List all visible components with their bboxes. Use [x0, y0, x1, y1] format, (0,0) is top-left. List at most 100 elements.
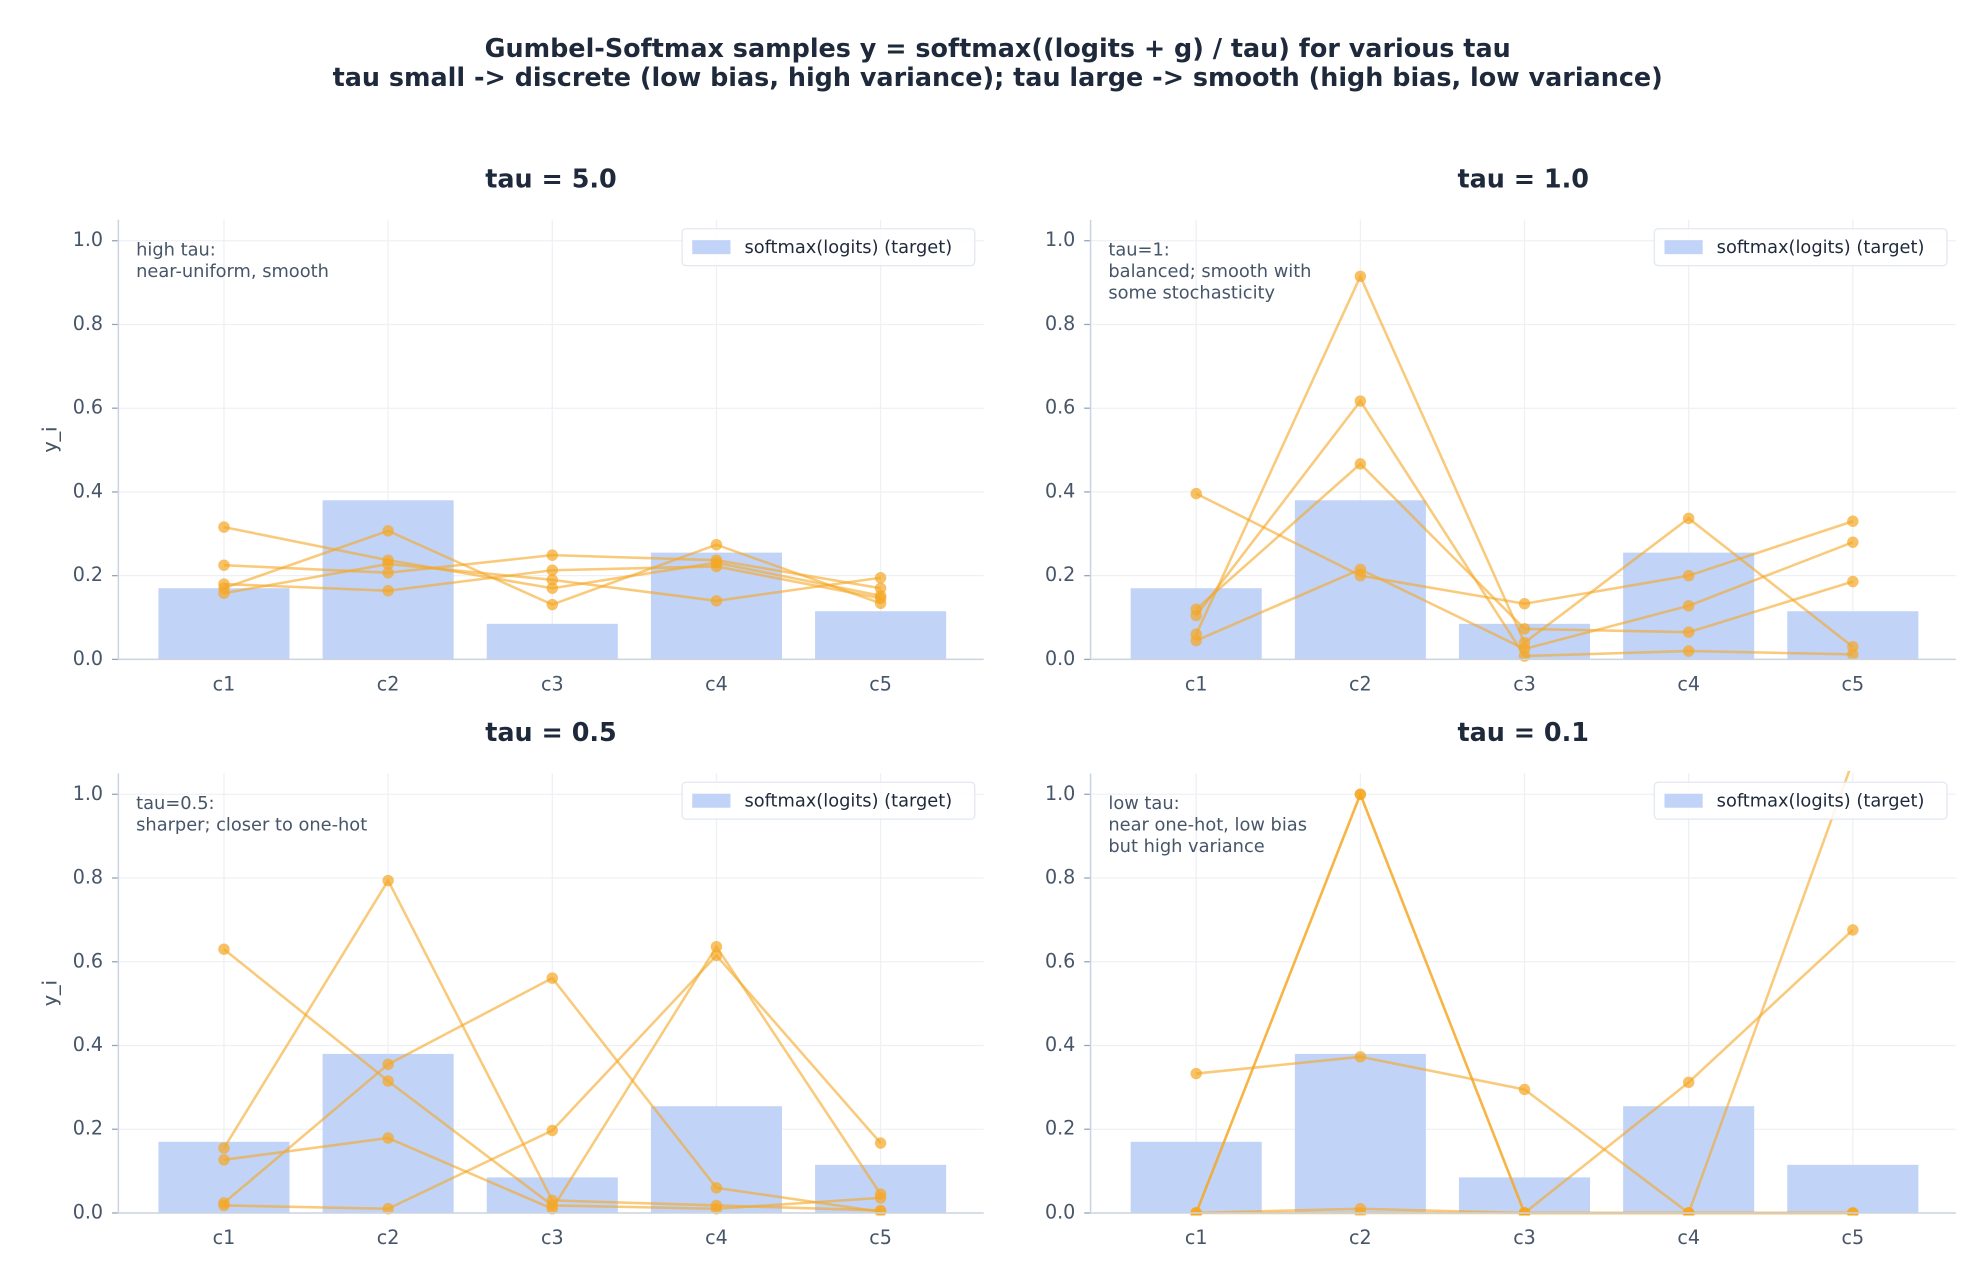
y-tick-label: 0.0: [1045, 1201, 1075, 1223]
sample-point: [382, 525, 394, 537]
figure-subtitle: tau small -> discrete (low bias, high va…: [333, 63, 1663, 93]
x-tick-label: c1: [213, 1227, 236, 1249]
x-tick-label: c3: [541, 1227, 564, 1249]
panel-title: tau = 0.1: [1457, 718, 1589, 748]
annotation: tau=0.5:: [136, 793, 214, 814]
sample-point: [1518, 623, 1531, 635]
legend-box: [681, 781, 976, 820]
sample-point: [546, 598, 559, 611]
sample-point: [874, 1188, 887, 1200]
sample-point: [382, 1132, 394, 1144]
bar: [1130, 1141, 1262, 1213]
sample-point: [1682, 569, 1695, 582]
sample-point: [710, 560, 723, 573]
sample-point: [218, 559, 230, 571]
sample-point: [382, 874, 394, 887]
y-tick-label: 0.8: [73, 313, 103, 335]
y-tick-label: 0.2: [73, 1118, 103, 1140]
sample-point: [1354, 788, 1367, 801]
y-axis-label: y_i: [39, 427, 61, 453]
sample-point: [382, 567, 394, 579]
sample-point: [1354, 563, 1367, 576]
sample-point: [218, 1142, 230, 1154]
bar: [1458, 1177, 1591, 1213]
panel-title: tau = 5.0: [485, 164, 617, 194]
x-tick-label: c1: [1185, 673, 1208, 695]
sample-point: [546, 549, 559, 561]
legend-box: [1653, 228, 1948, 267]
sample-point: [874, 597, 887, 610]
y-tick-label: 1.0: [73, 783, 103, 805]
sample-point: [1190, 603, 1202, 615]
sample-point: [1847, 515, 1859, 527]
y-axis-label: y_i: [39, 980, 61, 1006]
panel: tau = 1.0 y_i 0.0 0.2 0.4 0.6 0.8 1.0 c1 c2 c3 c4 c5…: [39, 164, 1956, 695]
x-tick-label: c4: [1677, 1227, 1700, 1249]
x-tick-label: c2: [1349, 1227, 1372, 1249]
sample-point: [1682, 1076, 1695, 1089]
x-tick-label: c4: [705, 673, 728, 695]
bar: [486, 623, 618, 660]
sample-lines: [1190, 270, 1859, 662]
sample-point: [1682, 512, 1695, 525]
sample-point: [546, 574, 559, 586]
x-tick-label: c4: [1677, 673, 1700, 695]
x-tick-label: c5: [1842, 1227, 1865, 1249]
legend-swatch: [1664, 240, 1703, 255]
sample-point: [710, 1199, 723, 1212]
legend-swatch: [1664, 793, 1703, 808]
sample-point: [546, 564, 559, 576]
sample-lines: [218, 521, 887, 611]
annotation: near one-hot, low bias: [1108, 815, 1307, 836]
sample-point: [218, 587, 230, 599]
sample-point: [546, 582, 559, 594]
sample-point: [382, 558, 394, 570]
sample-point: [710, 940, 723, 953]
x-tick-label: c1: [213, 673, 236, 695]
x-tick-label: c2: [377, 1227, 400, 1249]
y-axis-label: y_i: [39, 427, 61, 453]
x-tick-label: c4: [705, 1227, 728, 1249]
sample-point: [1518, 1083, 1531, 1096]
legend-label: softmax(logits) (target): [744, 237, 952, 258]
bar: [322, 500, 454, 660]
y-tick-label: 1.0: [73, 229, 103, 251]
sample-point: [546, 972, 559, 984]
sample-point: [1847, 924, 1859, 936]
sample-point: [1354, 458, 1367, 470]
x-tick-label: c2: [1349, 673, 1372, 695]
sample-point: [382, 1058, 394, 1071]
y-tick-label: 0.0: [73, 1201, 103, 1223]
bar: [1623, 1106, 1755, 1213]
figure-title: Gumbel-Softmax samples y = softmax((logi…: [485, 34, 1511, 64]
panel: tau = 0.5 y_i 0.0 0.2 0.4 0.6 0.8 1.0 c1 c2 c3 c4 c5…: [39, 718, 984, 1249]
annotation: balanced; smooth with: [1108, 261, 1311, 282]
annotation: high tau:: [136, 239, 216, 260]
sample-point: [382, 585, 394, 597]
y-tick-label: 0.6: [73, 397, 103, 419]
x-tick-label: c3: [541, 673, 564, 695]
bar: [1787, 1164, 1919, 1213]
legend-swatch: [692, 793, 731, 808]
y-tick-label: 0.6: [1045, 397, 1075, 419]
annotation: sharper; closer to one-hot: [136, 815, 367, 836]
sample-point: [1354, 270, 1367, 283]
legend-box: [681, 228, 976, 267]
y-tick-label: 0.2: [73, 564, 103, 586]
y-tick-label: 0.4: [1045, 480, 1075, 502]
sample-point: [218, 1154, 230, 1166]
annotation: some stochasticity: [1108, 283, 1275, 304]
x-tick-label: c5: [1842, 673, 1865, 695]
y-tick-label: 0.4: [1045, 1034, 1075, 1056]
x-tick-label: c2: [377, 673, 400, 695]
sample-point: [1354, 395, 1367, 407]
sample-point: [1682, 645, 1695, 657]
legend-label: softmax(logits) (target): [1717, 790, 1925, 811]
sample-lines: [218, 874, 887, 1216]
sample-point: [1518, 643, 1531, 655]
sample-point: [710, 949, 723, 962]
y-axis-label: y_i: [39, 980, 61, 1006]
legend-swatch: [692, 240, 731, 255]
y-tick-label: 0.8: [1045, 313, 1075, 335]
sample-point: [874, 1137, 887, 1149]
